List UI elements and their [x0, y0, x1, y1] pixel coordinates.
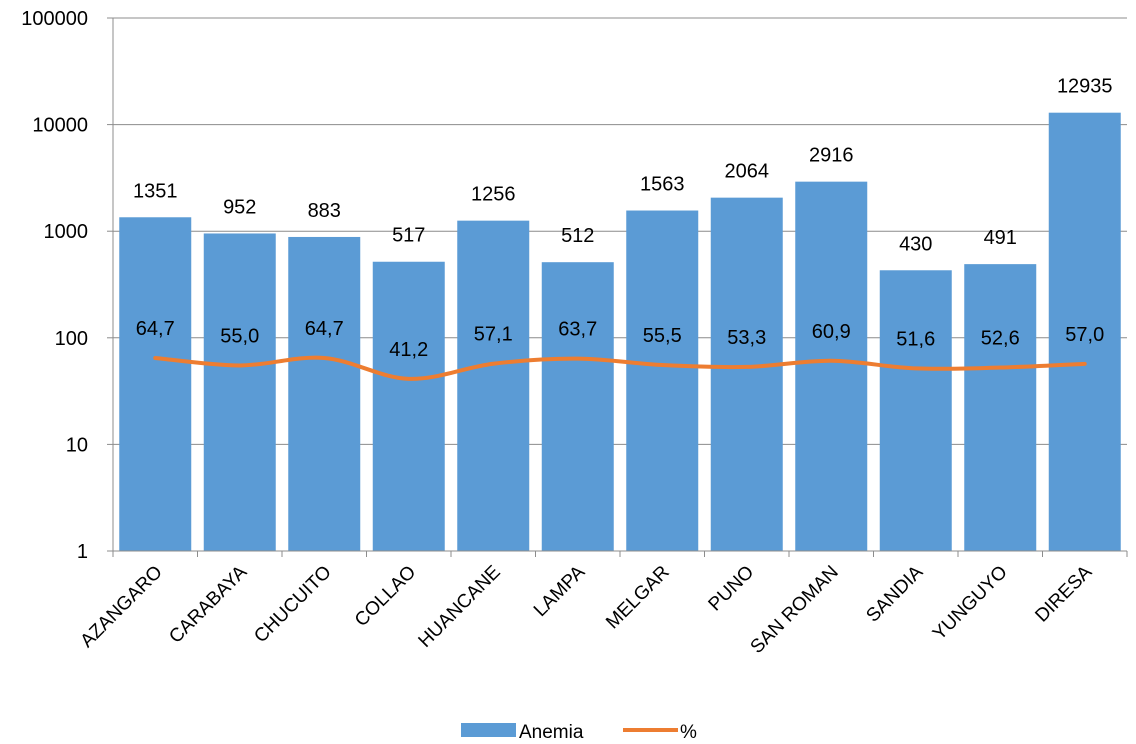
y-tick-label: 10 [66, 434, 88, 456]
bar [964, 264, 1037, 551]
legend-swatch-bar [461, 723, 516, 737]
x-category-label: CHUCUITO [250, 562, 336, 648]
bar-value-label: 883 [308, 200, 341, 222]
bar-value-label: 952 [223, 196, 256, 218]
bar [795, 181, 868, 551]
bar-series [119, 112, 1121, 552]
line-value-label: 63,7 [558, 319, 597, 341]
bar-value-label: 1563 [640, 174, 685, 196]
line-value-label: 51,6 [896, 328, 935, 350]
line-value-label: 57,0 [1065, 324, 1104, 346]
legend-label-line: % [680, 722, 697, 743]
y-tick-label: 1 [77, 541, 88, 563]
y-tick-label: 100000 [21, 8, 88, 30]
bar-value-label: 491 [984, 227, 1017, 249]
bar-value-label: 512 [561, 225, 594, 247]
y-tick-label: 10000 [32, 115, 88, 137]
x-category-label: YUNGUYO [929, 562, 1012, 645]
bar-value-label: 430 [899, 233, 932, 255]
bar-value-label: 1256 [471, 184, 516, 206]
line-series [153, 355, 1087, 381]
data-labels: 1351 952 883 517 1256 512 1563 2064 2916 430 491 12… [133, 76, 1113, 361]
line-value-label: 55,0 [220, 325, 259, 347]
line-value-label: 64,7 [305, 318, 344, 340]
x-category-label: HUANCANE [415, 562, 505, 652]
legend-label-bar: Anemia [519, 722, 584, 743]
line-value-label: 60,9 [812, 321, 851, 343]
bar [541, 262, 614, 551]
bar [457, 220, 530, 551]
bar-value-label: 2916 [809, 145, 854, 167]
bar-value-label: 12935 [1057, 76, 1113, 98]
bar [1048, 112, 1121, 551]
bar [372, 261, 445, 551]
line-value-label: 52,6 [981, 328, 1020, 350]
bar [203, 233, 276, 551]
legend: Anemia% [461, 722, 697, 743]
line-value-label: 53,3 [727, 327, 766, 349]
x-category-label: MELGAR [602, 562, 674, 634]
x-category-label: SANDIA [862, 561, 927, 626]
line-value-label: 64,7 [136, 318, 175, 340]
line-value-label: 41,2 [389, 339, 428, 361]
percent-line [153, 355, 1087, 381]
bar-value-label: 1351 [133, 180, 178, 202]
y-tick-label: 1000 [44, 221, 89, 243]
x-category-label: CARABAYA [165, 561, 251, 647]
x-category-label: AZANGARO [77, 562, 167, 652]
bar [879, 270, 952, 551]
x-category-label: LAMPA [530, 561, 590, 621]
y-tick-label: 100 [55, 328, 88, 350]
x-category-label: PUNO [705, 562, 759, 616]
x-category-label: SAN ROMAN [747, 562, 843, 658]
bar-value-label: 517 [392, 225, 425, 247]
line-value-label: 55,5 [643, 325, 682, 347]
bar [626, 210, 699, 551]
bar [288, 236, 361, 552]
bar [710, 197, 783, 551]
line-value-label: 57,1 [474, 324, 513, 346]
bar-value-label: 2064 [725, 161, 770, 183]
x-category-label: DIRESA [1031, 561, 1096, 626]
x-category-label: COLLAO [351, 562, 420, 631]
bar [119, 217, 192, 551]
